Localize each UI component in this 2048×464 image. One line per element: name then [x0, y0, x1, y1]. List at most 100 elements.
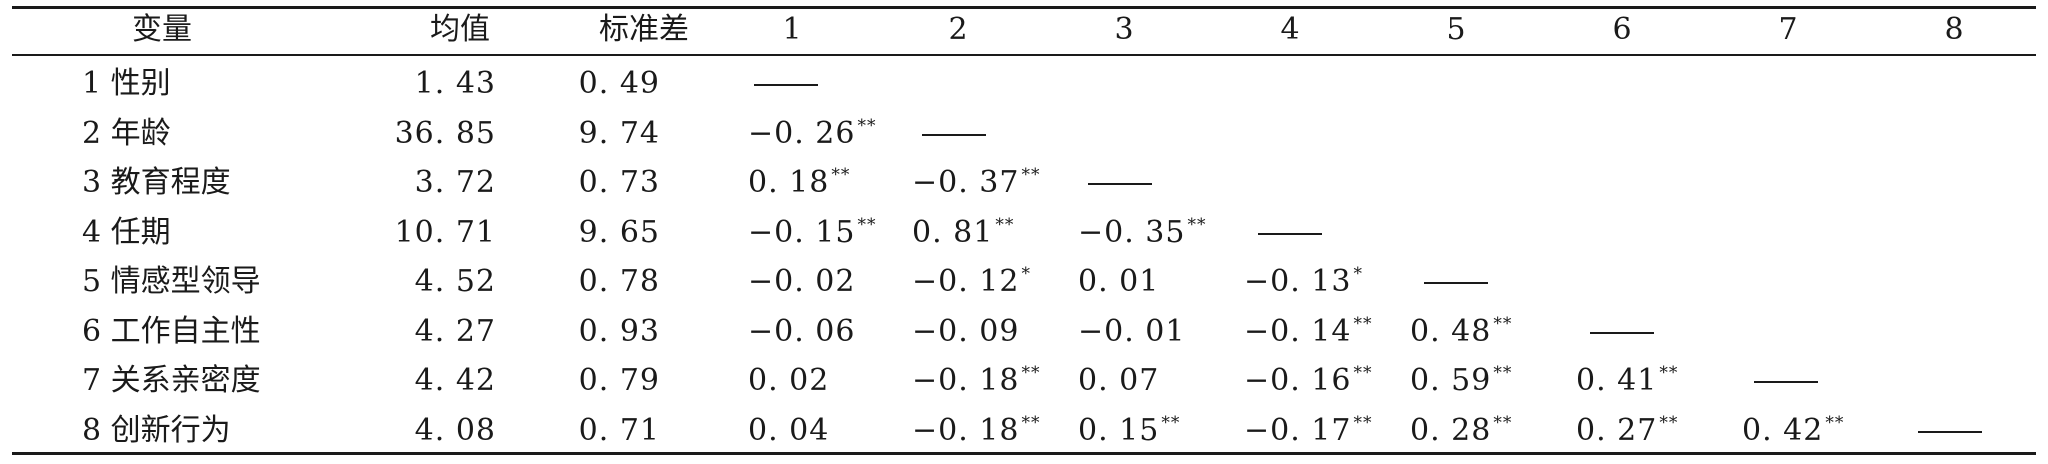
dash-line: [922, 133, 986, 136]
correlation-cell: 0. 41 **: [1576, 361, 1678, 405]
significance-marker: **: [857, 115, 877, 136]
dash-line: [1918, 430, 1982, 433]
dash-line: [1258, 232, 1322, 235]
correlation-cell: −0. 16 **: [1244, 361, 1372, 405]
column-header: 4: [1280, 12, 1300, 47]
significance-marker: **: [1659, 363, 1679, 383]
variable-name: 8 创新行为: [82, 412, 231, 448]
correlation-value: 0. 07: [1078, 363, 1160, 398]
significance-marker: **: [1493, 363, 1513, 383]
correlation-value: 0. 81: [912, 214, 994, 250]
correlation-cell: −0. 14 **: [1244, 312, 1372, 356]
correlation-cell: 0. 18 **: [748, 163, 850, 207]
correlation-cell: −0. 35 **: [1078, 213, 1206, 257]
correlation-value: 0. 01: [1078, 264, 1160, 299]
dash-line: [1424, 282, 1488, 284]
correlation-cell: −0. 13 *: [1244, 262, 1363, 306]
correlation-value: −0. 14: [1244, 313, 1352, 349]
dash-line: [754, 84, 818, 86]
column-header: 2: [948, 12, 968, 47]
mean-value: 4. 52: [414, 264, 496, 299]
correlation-cell: 0. 01: [1078, 262, 1159, 302]
correlation-value: −0. 16: [1244, 363, 1352, 398]
correlation-cell: −0. 18 **: [912, 411, 1040, 455]
column-header: 6: [1612, 12, 1632, 47]
dash-line: [1754, 381, 1818, 383]
variable-name: 2 年龄: [82, 115, 171, 151]
variable-name: 6 工作自主性: [82, 313, 261, 349]
correlation-value: 0. 04: [748, 412, 830, 448]
sd-value: 9. 74: [578, 115, 660, 151]
correlation-cell: 0. 07: [1078, 361, 1159, 401]
variable-name: 5 情感型领导: [82, 264, 261, 299]
correlation-value: 0. 42: [1742, 412, 1824, 448]
significance-marker: **: [1021, 165, 1041, 185]
variable-name: 3 教育程度: [82, 165, 231, 200]
significance-marker: **: [1659, 412, 1679, 433]
column-header: 均值: [430, 12, 490, 47]
correlation-cell: −0. 15 **: [748, 213, 876, 257]
column-header: 8: [1944, 12, 1964, 47]
correlation-value: −0. 26: [748, 115, 856, 151]
correlation-value: 0. 59: [1410, 363, 1492, 398]
significance-marker: *: [1353, 264, 1363, 284]
top-rule: [12, 6, 2036, 9]
correlation-value: −0. 13: [1244, 264, 1352, 299]
correlation-value: −0. 02: [748, 264, 856, 299]
diagonal-dash: [922, 114, 986, 154]
correlation-cell: 0. 59 **: [1410, 361, 1512, 405]
correlation-cell: 0. 42 **: [1742, 411, 1844, 455]
significance-marker: **: [1353, 313, 1373, 334]
correlation-cell: −0. 37 **: [912, 163, 1040, 207]
column-header: 3: [1114, 12, 1134, 47]
column-header: 5: [1446, 12, 1466, 47]
correlation-cell: −0. 02: [748, 262, 855, 302]
variable-name: 7 关系亲密度: [82, 363, 261, 398]
dash-line: [1590, 331, 1654, 334]
significance-marker: **: [831, 165, 851, 185]
correlation-cell: −0. 01: [1078, 312, 1185, 352]
correlation-value: 0. 28: [1410, 412, 1492, 448]
variable-name: 1 性别: [82, 66, 171, 101]
significance-marker: **: [995, 214, 1015, 235]
mean-value: 1. 43: [414, 66, 496, 101]
significance-marker: **: [1353, 363, 1373, 383]
significance-marker: **: [1187, 214, 1207, 235]
correlation-cell: −0. 06: [748, 312, 855, 352]
correlation-cell: 0. 28 **: [1410, 411, 1512, 455]
correlation-value: 0. 27: [1576, 412, 1658, 448]
sd-value: 0. 78: [578, 264, 660, 299]
mean-value: 4. 27: [414, 313, 496, 349]
significance-marker: *: [1021, 264, 1031, 284]
correlation-cell: 0. 27 **: [1576, 411, 1678, 455]
diagonal-dash: [1918, 411, 1982, 451]
mean-value: 36. 85: [394, 115, 496, 151]
correlation-value: 0. 41: [1576, 363, 1658, 398]
mean-value: 10. 71: [394, 214, 496, 250]
correlation-cell: 0. 04: [748, 411, 829, 451]
correlation-value: 0. 48: [1410, 313, 1492, 349]
column-header: 7: [1778, 12, 1798, 47]
sd-value: 0. 79: [578, 363, 660, 398]
correlation-value: −0. 01: [1078, 313, 1186, 349]
significance-marker: **: [1493, 313, 1513, 334]
correlation-value: −0. 17: [1244, 412, 1352, 448]
significance-marker: **: [857, 214, 877, 235]
diagonal-dash: [1754, 361, 1818, 401]
correlation-value: −0. 06: [748, 313, 856, 349]
diagonal-dash: [1424, 262, 1488, 302]
significance-marker: **: [1493, 412, 1513, 433]
significance-marker: **: [1825, 412, 1845, 433]
correlation-value: −0. 12: [912, 264, 1020, 299]
correlation-cell: 0. 81 **: [912, 213, 1014, 257]
diagonal-dash: [1590, 312, 1654, 352]
sd-value: 0. 73: [578, 165, 660, 200]
column-header: 变量: [132, 12, 192, 47]
correlation-cell: 0. 15 **: [1078, 411, 1180, 455]
correlation-value: 0. 15: [1078, 412, 1160, 448]
column-header: 标准差: [599, 12, 689, 47]
correlation-value: −0. 15: [748, 214, 856, 250]
diagonal-dash: [1258, 213, 1322, 253]
diagonal-dash: [1088, 163, 1152, 203]
column-header: 1: [782, 12, 802, 47]
